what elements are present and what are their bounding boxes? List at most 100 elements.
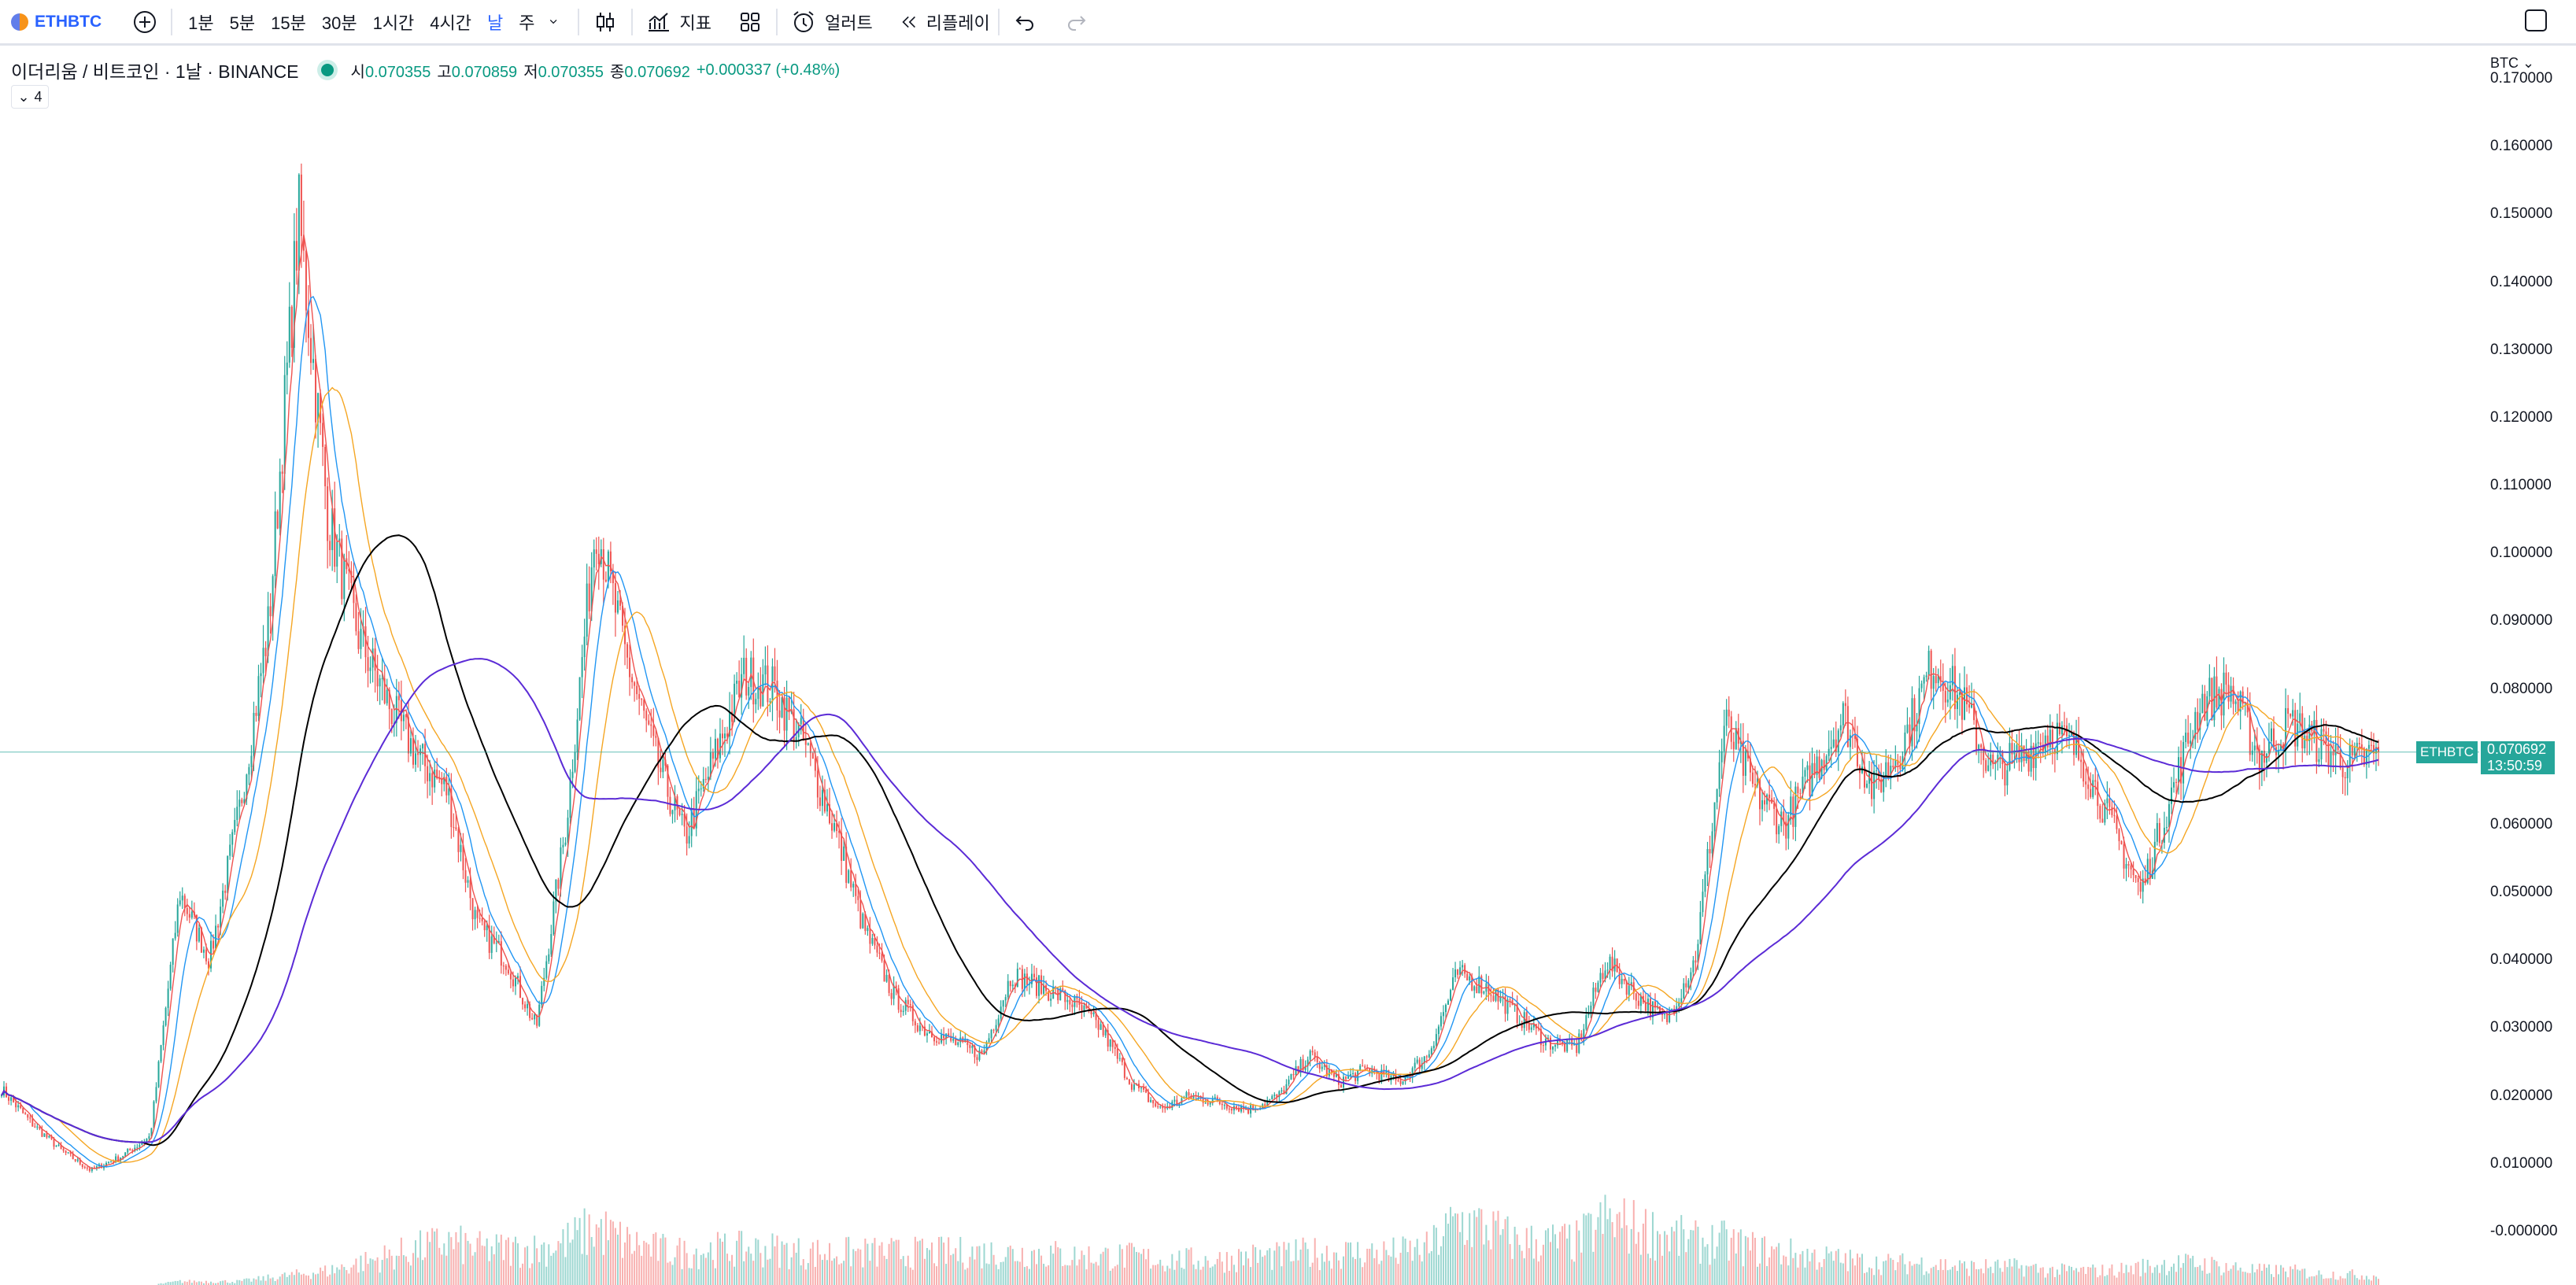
candle xyxy=(2149,847,2151,885)
candle xyxy=(2120,840,2123,845)
interval-button[interactable]: 15분 xyxy=(271,13,306,33)
volume-bar xyxy=(1299,1249,1302,1285)
interval-button[interactable]: 1시간 xyxy=(372,13,415,33)
volume-bar xyxy=(1033,1250,1035,1285)
volume-bar xyxy=(574,1217,576,1285)
volume-bar xyxy=(1776,1246,1778,1285)
undo-button[interactable] xyxy=(1007,9,1044,35)
candle xyxy=(269,593,272,634)
volume-bar xyxy=(2378,1279,2379,1285)
candle xyxy=(1554,1043,1557,1052)
interval-dropdown-button[interactable] xyxy=(543,9,570,35)
indicators-button[interactable]: 지표 xyxy=(641,9,711,35)
candle xyxy=(704,767,707,784)
volume-bar xyxy=(395,1255,397,1285)
volume-bar xyxy=(167,1281,169,1285)
volume-bar xyxy=(1204,1256,1207,1285)
interval-button[interactable]: 주 xyxy=(519,13,535,33)
candle xyxy=(250,744,253,781)
volume-bar xyxy=(312,1272,315,1285)
volume-bar xyxy=(941,1236,943,1285)
volume-bar xyxy=(1539,1255,1542,1285)
replay-button[interactable]: 리플레이 xyxy=(893,9,990,35)
interval-button[interactable]: 날 xyxy=(487,13,504,33)
candle xyxy=(36,1123,39,1130)
candle xyxy=(978,1047,981,1062)
volume-bar xyxy=(1683,1229,1685,1285)
toolbar-divider xyxy=(630,8,633,35)
volume-bar xyxy=(238,1279,241,1285)
currency-unit-button[interactable]: BTC ⌄ xyxy=(2490,55,2535,71)
volume-bar xyxy=(255,1279,257,1285)
candle xyxy=(1746,733,1749,762)
candle xyxy=(557,877,560,896)
volume-bar xyxy=(1578,1230,1580,1285)
indicator-collapse-button[interactable]: ⌄ 4 xyxy=(11,85,49,109)
candle xyxy=(2185,718,2187,749)
volume-bar xyxy=(2132,1274,2134,1285)
interval-button[interactable]: 5분 xyxy=(229,13,256,33)
symbol-search-button[interactable]: ETHBTC xyxy=(11,13,102,31)
volume-bar xyxy=(227,1282,229,1285)
candle xyxy=(1440,1012,1442,1031)
volume-bar xyxy=(1590,1213,1592,1285)
candle xyxy=(48,1135,50,1139)
indicator-count: 4 xyxy=(34,88,43,105)
interval-button[interactable]: 4시간 xyxy=(430,13,472,33)
price-chart[interactable] xyxy=(0,46,2479,1285)
candle xyxy=(1150,1097,1152,1103)
alert-button[interactable]: 얼러트 xyxy=(785,9,873,35)
candle xyxy=(208,958,210,976)
candle xyxy=(541,980,543,1009)
eth-btc-logo-icon xyxy=(11,13,28,31)
candle xyxy=(309,323,312,375)
volume-bar xyxy=(1207,1260,1209,1285)
candle xyxy=(641,698,643,706)
layouts-button[interactable] xyxy=(732,9,768,35)
volume-bar xyxy=(1528,1248,1530,1285)
candle xyxy=(1744,744,1746,785)
candle xyxy=(2178,746,2180,795)
candle xyxy=(524,1001,527,1012)
candle xyxy=(1871,762,1873,807)
interval-button[interactable]: 30분 xyxy=(321,13,357,33)
volume-bar xyxy=(757,1239,759,1285)
candle xyxy=(2132,861,2134,882)
chart-type-button[interactable] xyxy=(587,9,623,35)
candle xyxy=(1473,985,1476,999)
volume-bar xyxy=(1330,1268,1332,1285)
volume-bar xyxy=(1383,1241,1385,1285)
volume-bar xyxy=(305,1275,307,1285)
price-axis[interactable]: BTC ⌄ 0.170000 0.160000 0.150000 0.140000 0.… xyxy=(2479,46,2576,1285)
volume-bar xyxy=(1009,1245,1011,1285)
redo-button[interactable] xyxy=(1058,9,1094,35)
candle xyxy=(443,773,445,792)
volume-bar xyxy=(1935,1265,1937,1285)
volume-bar xyxy=(1028,1268,1030,1285)
volume-bar xyxy=(2280,1265,2282,1285)
volume-bar xyxy=(2101,1265,2104,1285)
candle xyxy=(412,727,414,769)
volume-bar xyxy=(1418,1254,1421,1285)
compare-add-button[interactable] xyxy=(127,9,163,35)
volume-bar xyxy=(1946,1270,1949,1285)
fullscreen-button[interactable] xyxy=(2525,9,2547,31)
volume-bar xyxy=(215,1283,217,1285)
candle xyxy=(1997,742,1999,771)
volume-bar xyxy=(2294,1265,2297,1285)
volume-bar xyxy=(759,1253,762,1285)
candle xyxy=(6,1083,8,1099)
candle xyxy=(655,729,657,747)
price-tick-label: 0.090000 xyxy=(2490,612,2553,630)
volume-bar xyxy=(755,1238,757,1285)
candle xyxy=(1839,714,1842,738)
volume-bar xyxy=(1737,1232,1739,1285)
interval-button[interactable]: 1분 xyxy=(188,13,214,33)
volume-bar xyxy=(1095,1261,1097,1285)
volume-bar xyxy=(752,1261,755,1285)
volume-bar xyxy=(1314,1238,1316,1285)
volume-bar xyxy=(1849,1250,1851,1285)
volume-bar xyxy=(1725,1229,1728,1285)
candle xyxy=(2216,656,2218,710)
volume-bar xyxy=(1023,1267,1026,1285)
